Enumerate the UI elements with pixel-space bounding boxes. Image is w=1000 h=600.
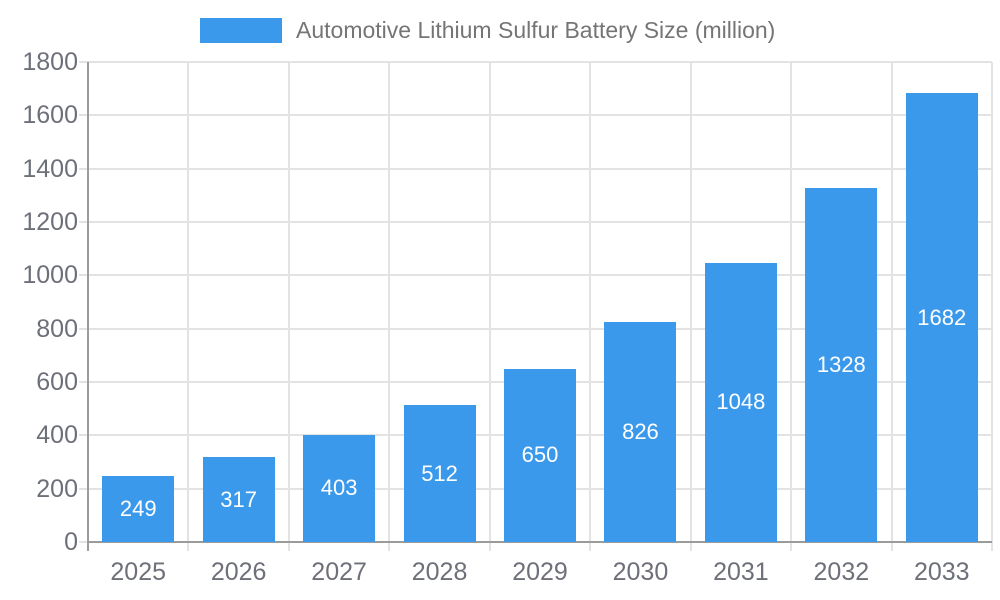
gridline-vertical (488, 62, 491, 542)
x-axis-tick (890, 542, 893, 551)
gridline-horizontal (88, 114, 992, 117)
x-axis-tick (488, 542, 491, 551)
x-axis-tick (187, 542, 190, 551)
y-axis-tick (79, 434, 88, 437)
y-axis-label: 1800 (22, 48, 78, 76)
y-axis-label: 1400 (22, 154, 78, 183)
x-axis-label: 2031 (713, 558, 769, 586)
bar-value-label: 317 (220, 486, 258, 512)
y-axis-label: 0 (64, 528, 78, 556)
x-axis-label: 2032 (813, 558, 870, 586)
bar-value-label: 1682 (917, 304, 967, 330)
y-axis-tick (79, 61, 88, 63)
x-axis-label: 2030 (612, 558, 669, 586)
bar-2028 (403, 405, 476, 542)
x-axis-tick (388, 542, 391, 551)
bar-2029 (504, 368, 576, 542)
x-axis-label: 2033 (913, 558, 970, 586)
y-axis-tick (79, 381, 88, 383)
gridline-vertical (589, 62, 592, 542)
bar-2032 (805, 187, 878, 542)
gridline-horizontal (88, 274, 992, 277)
bar-value-label: 1328 (816, 351, 866, 377)
y-axis-tick (79, 114, 88, 117)
y-axis-label: 800 (36, 314, 78, 343)
bar-value-label: 1048 (716, 389, 766, 415)
gridline-horizontal (88, 221, 992, 223)
y-axis-tick (79, 327, 88, 330)
y-axis-line (87, 62, 89, 551)
y-axis-label: 1200 (22, 208, 78, 236)
legend-label[interactable]: Automotive Lithium Sulfur Battery Size (… (296, 17, 776, 43)
x-axis-label: 2027 (311, 558, 367, 586)
y-axis-label: 200 (36, 474, 78, 503)
x-axis-tick (689, 542, 692, 551)
y-axis-tick (79, 221, 88, 223)
gridline-horizontal (88, 167, 992, 170)
bar-value-label: 249 (119, 495, 157, 521)
bar-2031 (704, 262, 777, 542)
x-axis-line (88, 541, 992, 543)
y-axis-tick (79, 167, 88, 170)
gridline-horizontal (88, 327, 992, 330)
x-axis-tick (991, 542, 993, 551)
y-axis-label: 400 (36, 421, 78, 450)
x-axis-label: 2028 (411, 558, 468, 586)
y-axis-tick (79, 541, 88, 543)
legend-swatch-icon[interactable] (200, 17, 282, 43)
x-axis-tick (589, 542, 592, 551)
gridline-vertical (890, 62, 893, 542)
y-axis-label: 1000 (22, 261, 78, 290)
y-axis-tick (79, 274, 88, 277)
x-axis-label: 2029 (512, 558, 568, 586)
bar-2026 (202, 457, 275, 542)
y-axis-label: 600 (36, 368, 78, 396)
gridline-vertical (991, 62, 993, 542)
bar-value-label: 512 (421, 460, 458, 486)
gridline-horizontal (88, 61, 992, 63)
bar-2030 (604, 321, 677, 542)
bar-value-label: 650 (521, 442, 559, 468)
bar-2027 (303, 434, 376, 542)
y-axis-tick (79, 487, 88, 490)
y-axis-label: 1600 (22, 101, 78, 130)
bar-value-label: 826 (622, 418, 659, 444)
gridline-vertical (388, 62, 391, 542)
bar-value-label: 403 (320, 475, 358, 501)
gridline-vertical (790, 62, 793, 542)
x-axis-tick (287, 542, 290, 551)
x-axis-label: 2025 (110, 558, 167, 586)
legend[interactable]: Automotive Lithium Sulfur Battery Size (… (200, 16, 775, 44)
x-axis-label: 2026 (210, 558, 267, 586)
gridline-vertical (689, 62, 692, 542)
x-axis-tick (790, 542, 793, 551)
bar-2025 (102, 475, 175, 542)
bar-2033 (905, 93, 978, 542)
gridline-vertical (187, 62, 190, 542)
gridline-vertical (287, 62, 290, 542)
